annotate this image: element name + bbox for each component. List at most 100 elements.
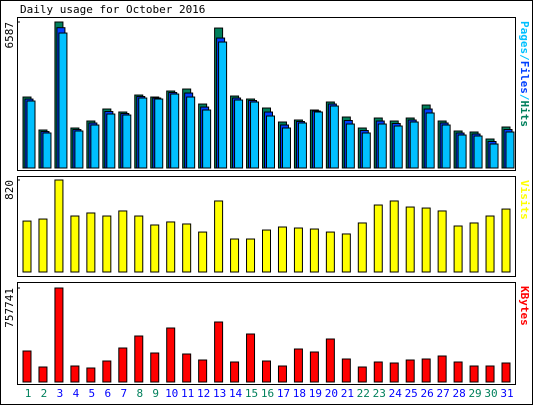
x-tick-label: 26 [421, 387, 434, 400]
x-tick-label: 6 [105, 387, 112, 400]
bar [421, 207, 431, 273]
x-tick-label: 9 [152, 387, 159, 400]
x-tick-label: 15 [245, 387, 258, 400]
bar [373, 361, 383, 383]
x-tick-label: 13 [213, 387, 226, 400]
legend: KBytes [518, 286, 531, 326]
bar [106, 113, 116, 169]
x-tick-label: 3 [57, 387, 64, 400]
x-tick-label: 16 [261, 387, 274, 400]
bar [437, 355, 447, 383]
x-tick-label: 12 [197, 387, 210, 400]
bar [329, 105, 339, 169]
bar [485, 365, 495, 383]
bar [313, 111, 323, 169]
bar [485, 215, 495, 273]
bar [405, 359, 415, 383]
x-tick-label: 2 [41, 387, 48, 400]
bar [150, 224, 160, 273]
bar [198, 359, 208, 383]
x-tick-label: 20 [325, 387, 338, 400]
bar [266, 115, 275, 169]
bar [122, 114, 132, 169]
bar [341, 233, 351, 273]
bar [150, 352, 160, 383]
bar [134, 335, 144, 383]
bar [218, 41, 228, 169]
legend-entry: KBytes [518, 286, 531, 326]
x-tick-label: 27 [437, 387, 450, 400]
bar [38, 366, 48, 383]
x-tick-label: 30 [484, 387, 497, 400]
bar [309, 228, 319, 273]
bar [262, 360, 271, 383]
bar [421, 358, 431, 383]
bar [166, 221, 176, 273]
bar [293, 348, 303, 383]
bar [457, 134, 467, 169]
x-tick-label: 14 [229, 387, 243, 400]
bar [501, 362, 511, 383]
bar [86, 212, 96, 273]
x-tick-label: 4 [73, 387, 80, 400]
bar [54, 179, 64, 273]
bar [293, 227, 303, 273]
legend-entry: Pages [518, 21, 531, 54]
x-tick-label: 11 [181, 387, 194, 400]
bar [437, 210, 447, 273]
x-tick-label: 19 [309, 387, 322, 400]
bar [186, 96, 196, 169]
bar [58, 32, 68, 169]
bar [357, 222, 367, 273]
bar [102, 360, 112, 383]
bar [341, 358, 351, 383]
bar [214, 321, 224, 383]
x-tick-label: 10 [165, 387, 178, 400]
bar [86, 367, 96, 383]
bar [309, 351, 319, 383]
bar [357, 366, 367, 383]
bar [202, 109, 212, 169]
bar [42, 132, 52, 169]
bar [453, 361, 463, 383]
bar [453, 225, 463, 273]
x-tick-label: 29 [468, 387, 481, 400]
legend-entry: Files [518, 61, 531, 94]
x-tick-label: 17 [277, 387, 290, 400]
bar [277, 226, 287, 273]
bar [138, 97, 148, 169]
bar [90, 124, 100, 169]
bar [230, 361, 240, 383]
y-max-label: 757741 [3, 288, 16, 328]
bar [325, 231, 335, 273]
bar [70, 215, 80, 273]
bar [389, 362, 399, 383]
bar [70, 365, 80, 383]
bar [102, 215, 112, 273]
bar [246, 333, 256, 383]
bar [277, 365, 287, 383]
x-tick-label: 31 [500, 387, 513, 400]
bar [469, 222, 479, 273]
x-tick-label: 8 [136, 387, 143, 400]
bar [74, 130, 84, 169]
bar [489, 143, 499, 169]
bar [154, 98, 164, 169]
bar [214, 200, 224, 273]
bar [501, 208, 511, 273]
bar [505, 131, 515, 169]
bar [361, 132, 371, 169]
y-max-label: 820 [3, 180, 16, 200]
x-tick-label: 18 [293, 387, 306, 400]
chart-title: Daily usage for October 2016 [20, 3, 205, 16]
bar [166, 327, 176, 383]
x-tick-label: 22 [357, 387, 370, 400]
bar [377, 123, 387, 169]
bar [198, 231, 208, 273]
bar [250, 101, 260, 169]
legend-entry: Hits [518, 101, 531, 128]
bar [409, 121, 419, 169]
panel [17, 282, 516, 385]
bar [38, 218, 48, 273]
